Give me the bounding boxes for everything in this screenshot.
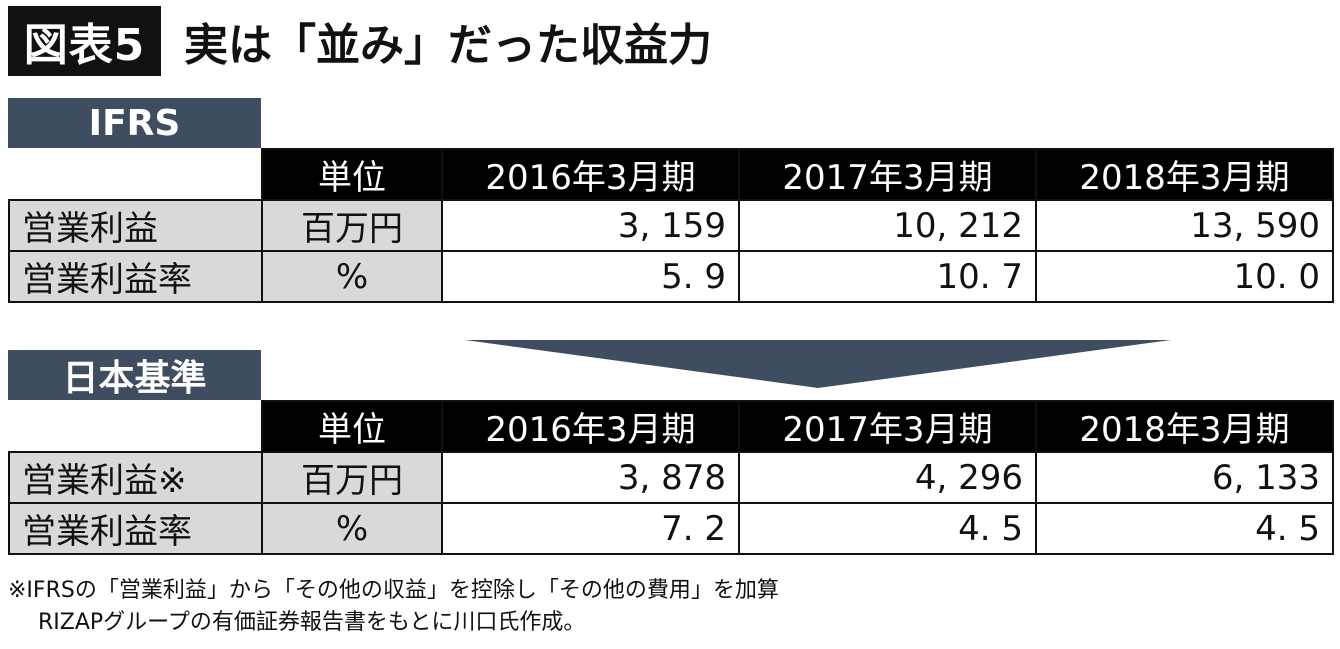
row-unit: 百万円: [261, 199, 443, 252]
row-label-operating-margin: 営業利益率: [8, 502, 263, 555]
footnote-source: RIZAPグループの有価証券報告書をもとに川口氏作成。: [38, 610, 586, 635]
japan-gaap-table: 単位 2016年3月期 2017年3月期 2018年3月期 営業利益※ 百万円 …: [8, 400, 1334, 555]
header-fy2017: 2017年3月期: [738, 148, 1037, 201]
row-unit: %: [261, 250, 443, 303]
ifrs-table: 単位 2016年3月期 2017年3月期 2018年3月期 営業利益 百万円 3…: [8, 148, 1334, 303]
header-unit: 単位: [261, 148, 443, 201]
value-cell: 13, 590: [1035, 199, 1334, 252]
row-unit: %: [261, 502, 443, 555]
row-label-operating-profit: 営業利益: [8, 199, 263, 252]
value-cell: 7. 2: [441, 502, 740, 555]
figure-number-badge: 図表5: [8, 6, 161, 76]
header-fy2016: 2016年3月期: [441, 148, 740, 201]
row-label-operating-profit: 営業利益※: [8, 451, 263, 504]
value-cell: 6, 133: [1035, 451, 1334, 504]
table-row: 営業利益率 % 7. 2 4. 5 4. 5: [8, 502, 1334, 555]
value-cell: 10, 212: [738, 199, 1037, 252]
table-header-row: 単位 2016年3月期 2017年3月期 2018年3月期: [9, 148, 1334, 201]
header-fy2017: 2017年3月期: [738, 400, 1037, 453]
value-cell: 5. 9: [441, 250, 740, 303]
header-blank-cell: [9, 401, 262, 452]
footnote: ※IFRSの「営業利益」から「その他の収益」を控除し「その他の費用」を加算 RI…: [8, 575, 779, 639]
header-fy2016: 2016年3月期: [441, 400, 740, 453]
value-cell: 10. 7: [738, 250, 1037, 303]
value-cell: 4, 296: [738, 451, 1037, 504]
table-row: 営業利益 百万円 3, 159 10, 212 13, 590: [8, 199, 1334, 252]
row-unit: 百万円: [261, 451, 443, 504]
page-title: 実は「並み」だった収益力: [184, 20, 712, 71]
header-fy2018: 2018年3月期: [1035, 148, 1334, 201]
section-label-ifrs: IFRS: [8, 98, 261, 148]
value-cell: 4. 5: [1035, 502, 1334, 555]
value-cell: 4. 5: [738, 502, 1037, 555]
value-cell: 3, 878: [441, 451, 740, 504]
table-row: 営業利益※ 百万円 3, 878 4, 296 6, 133: [8, 451, 1334, 504]
header-blank-cell: [9, 149, 262, 200]
down-arrow-icon: [465, 340, 1171, 388]
value-cell: 10. 0: [1035, 250, 1334, 303]
row-label-operating-margin: 営業利益率: [8, 250, 263, 303]
footnote-line-1: ※IFRSの「営業利益」から「その他の収益」を控除し「その他の費用」を加算: [8, 578, 779, 603]
section-label-japan-gaap: 日本基準: [8, 350, 261, 400]
value-cell: 3, 159: [441, 199, 740, 252]
table-row: 営業利益率 % 5. 9 10. 7 10. 0: [8, 250, 1334, 303]
header-fy2018: 2018年3月期: [1035, 400, 1334, 453]
table-header-row: 単位 2016年3月期 2017年3月期 2018年3月期: [9, 400, 1334, 453]
header-unit: 単位: [261, 400, 443, 453]
